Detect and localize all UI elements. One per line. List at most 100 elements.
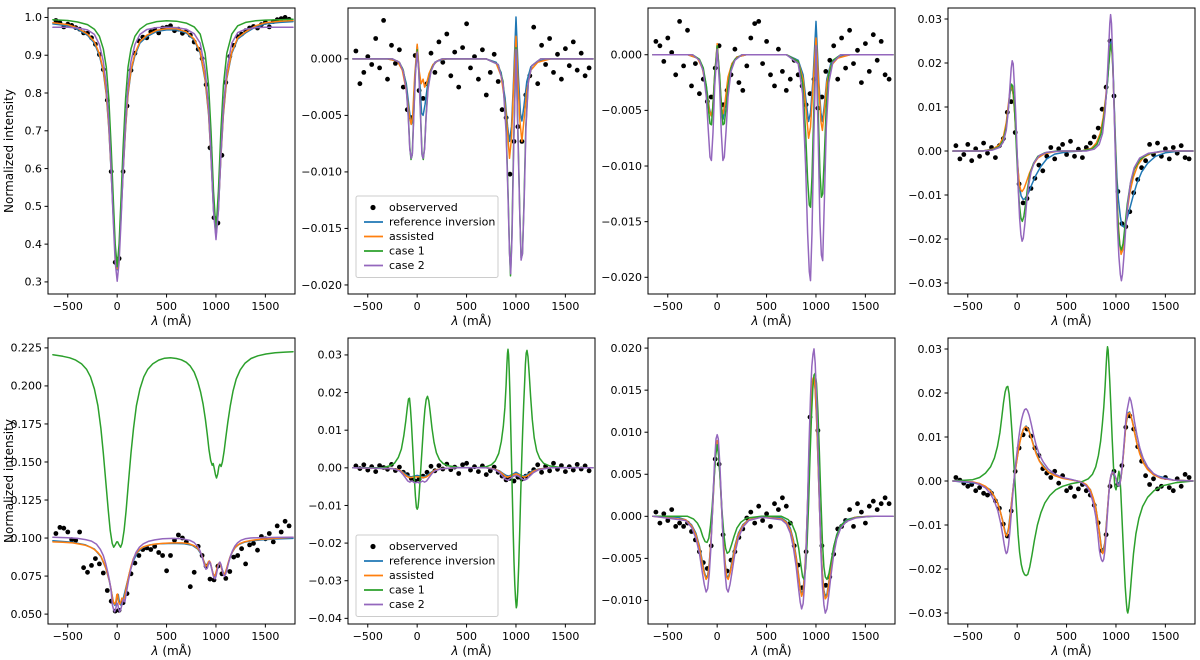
observed-dot [847,507,852,512]
observed-dot [1052,156,1058,162]
x-tick-label: 0 [114,300,121,313]
observed-dot [444,31,450,37]
observed-dot [855,47,860,53]
observed-dot [476,76,481,82]
observed-dot [487,70,493,75]
y-tick-label: −0.010 [301,166,342,179]
observed-dot [780,495,785,501]
observed-dot [756,503,762,509]
observed-dot [456,471,462,476]
observed-dot [748,509,754,515]
y-tick-label: 0.050 [11,608,43,621]
y-tick-label: 0.00 [918,475,943,488]
observed-dot [385,76,390,82]
x-tick-label: 1000 [802,300,830,313]
observed-dot [1163,146,1168,152]
x-tick-label: −500 [653,300,683,313]
subplot-row2-col2: −500 0 500 1000 1500 0.03 0.02 0.01 0.00 −0.01 −0.… [300,330,600,660]
observed-dot [866,503,872,509]
x-tick-label: 0 [1014,300,1021,313]
series-line-case-2 [652,348,894,614]
observed-dot [756,19,762,24]
observed-dot [483,92,489,98]
y-tick-label: 0.075 [11,570,43,583]
y-tick-label: 0.200 [11,380,43,393]
series-line-case-2 [352,49,594,275]
observed-dot [176,532,181,538]
observed-dot [100,570,106,576]
y-tick-label: 0.100 [11,532,43,545]
observed-dot [57,525,63,530]
observed-dot [377,65,382,71]
observed-dot [772,501,777,507]
observed-dot [132,560,138,566]
x-tick-label: −500 [353,300,383,313]
observed-dot [882,495,888,501]
observed-dot [870,498,876,504]
observed-dot [863,41,868,46]
x-axis-label: λ (mÅ) [750,643,791,658]
observed-dot [357,81,363,87]
observed-dot [961,152,967,157]
observed-dot [247,542,253,548]
observed-dot [1048,475,1054,480]
observed-dot [689,83,694,89]
observed-dot [563,46,568,52]
y-tick-label: 0.225 [11,342,43,355]
x-tick-label: 0 [114,630,121,643]
observed-dot [464,21,469,27]
observed-dot [953,475,959,480]
observed-dot [839,35,844,41]
observed-dot [1056,480,1062,486]
observed-dot [1040,168,1046,174]
observed-dot [772,83,777,89]
observed-dot [361,70,367,75]
observed-dot [531,24,537,30]
y-tick-label: 0.175 [11,418,43,431]
legend-label: assisted [389,569,434,582]
series-line-case-2 [52,536,294,613]
observed-dot [207,576,213,582]
observed-dot [231,554,237,560]
observed-dot [965,142,971,147]
y-tick-label: 0.02 [918,57,943,70]
y-tick-label: 0.8 [25,87,43,100]
observed-dot [436,39,442,45]
observed-dot [764,511,769,517]
observed-dot [669,507,675,512]
observed-dot [1155,140,1160,146]
observed-dot [736,80,742,85]
observed-dot [1166,485,1172,490]
chart-row1-col1: −500 0 500 1000 1500 0.3 0.4 0.5 0.6 0.7 0.8 0.9 1.0… [2,7,296,328]
observed-dot [1068,138,1073,144]
axes-frame [347,337,596,625]
x-tick-label: 500 [456,630,477,643]
legend-label: case 1 [389,584,425,597]
observed-dot [555,51,560,57]
observed-dot [255,547,260,553]
series-line-reference-inversion [952,411,1194,554]
observed-dot [191,569,197,575]
observed-dot [1182,155,1188,161]
observed-dot [578,50,584,56]
observed-dot [866,69,872,74]
observed-dot [1178,483,1184,489]
observed-dot [424,469,430,475]
x-tick-label: 0 [414,300,421,313]
observed-dot [1091,134,1097,140]
observed-dot [657,520,663,526]
legend-label: assisted [389,230,434,243]
observed-dot [1143,473,1148,479]
y-tick-label: 0.015 [611,384,643,397]
observed-dot [863,520,868,526]
observed-dot [748,35,754,41]
observed-dot [874,507,880,512]
observed-dot [776,507,781,512]
observed-dot [148,547,154,552]
axes-frame [947,337,1196,625]
x-tick-label: 1500 [551,630,579,643]
observed-dot [851,61,856,66]
observed-dot [535,462,541,468]
observed-dot [77,529,82,535]
y-tick-label: 0.125 [11,494,43,507]
